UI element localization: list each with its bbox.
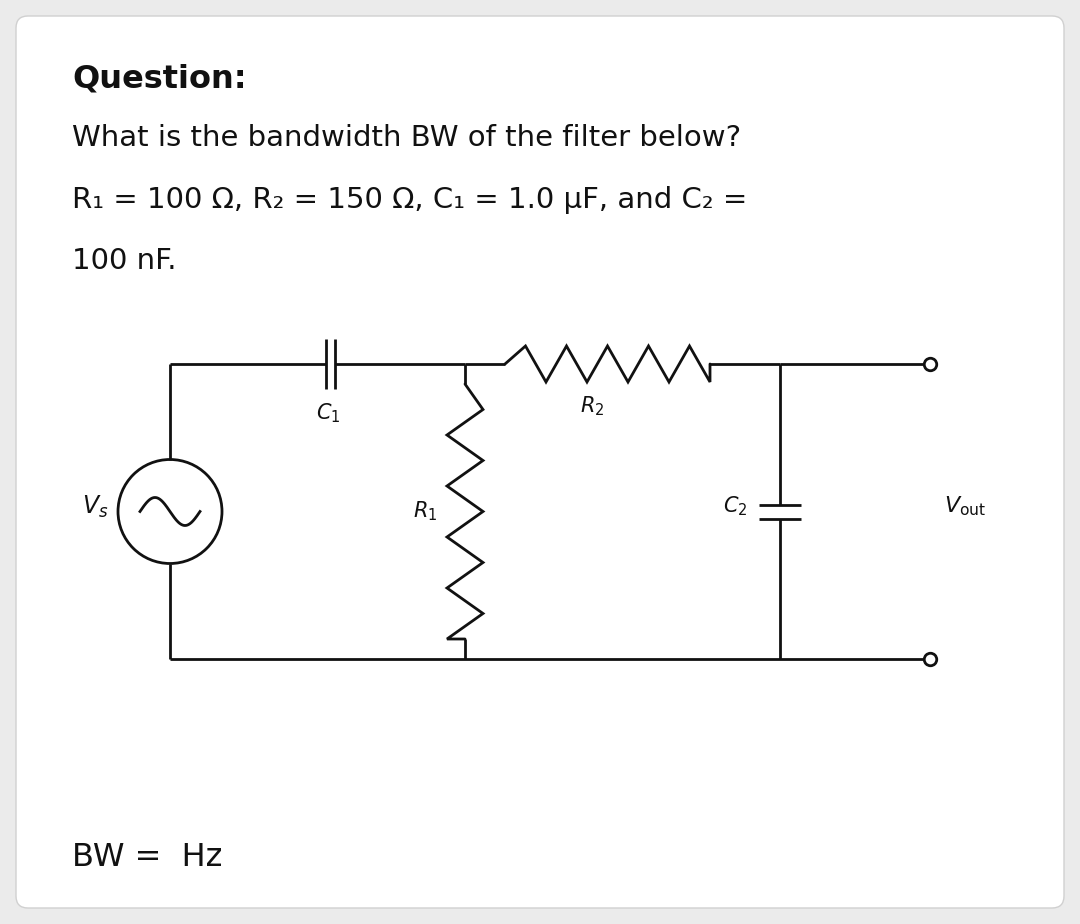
Text: 100 nF.: 100 nF.	[72, 247, 176, 275]
Text: Question:: Question:	[72, 64, 246, 95]
Text: $R_2$: $R_2$	[580, 394, 605, 418]
Text: $V_s$: $V_s$	[82, 493, 108, 519]
FancyBboxPatch shape	[16, 16, 1064, 908]
Text: $R_1$: $R_1$	[413, 500, 437, 523]
Text: R₁ = 100 Ω, R₂ = 150 Ω, C₁ = 1.0 μF, and C₂ =: R₁ = 100 Ω, R₂ = 150 Ω, C₁ = 1.0 μF, and…	[72, 186, 747, 214]
Text: BW =  Hz: BW = Hz	[72, 842, 222, 873]
Text: $C_1$: $C_1$	[315, 401, 340, 425]
Text: $C_2$: $C_2$	[723, 494, 747, 518]
Text: $V_{\rm out}$: $V_{\rm out}$	[944, 494, 986, 518]
Text: What is the bandwidth BW of the filter below?: What is the bandwidth BW of the filter b…	[72, 124, 741, 152]
